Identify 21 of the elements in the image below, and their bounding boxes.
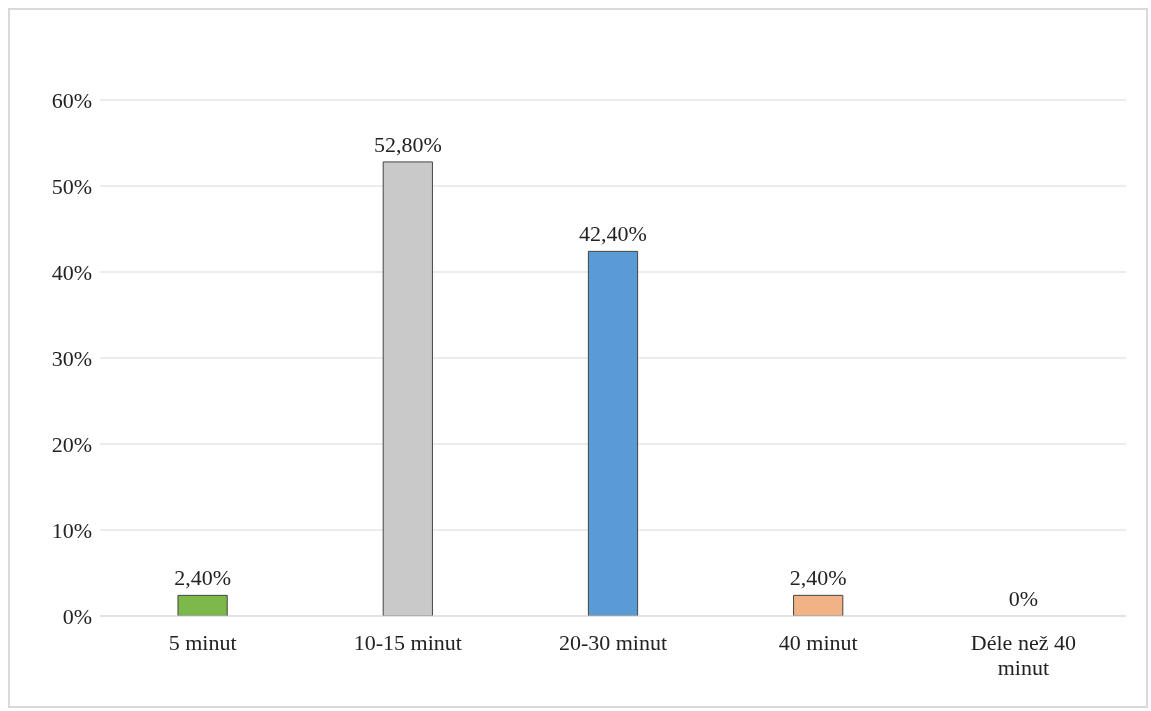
data-label: 2,40% [789, 565, 847, 591]
bar [382, 161, 433, 616]
y-tick-label: 0% [62, 603, 92, 629]
y-tick-label: 60% [51, 87, 92, 113]
data-label: 0% [1008, 586, 1039, 611]
y-tick-label: 50% [51, 173, 92, 199]
data-label: 52,80% [373, 131, 442, 157]
x-tick-label: 20-30 minut [558, 629, 668, 655]
x-tick-label: 10-15 minut [353, 629, 462, 655]
bar [793, 594, 844, 616]
y-tick-label: 20% [51, 431, 92, 457]
y-tick-label: 40% [51, 259, 92, 285]
x-tick-label: 40 minut [778, 629, 858, 655]
x-tick-label: Déle než 40 minut [970, 629, 1076, 680]
data-label: 42,40% [579, 221, 647, 247]
y-tick-label: 30% [51, 345, 92, 371]
bar [587, 250, 639, 616]
bar [177, 594, 228, 616]
y-tick-label: 10% [51, 517, 92, 543]
x-tick-label: 5 minut [168, 629, 237, 655]
data-label: 2,40% [174, 565, 232, 591]
